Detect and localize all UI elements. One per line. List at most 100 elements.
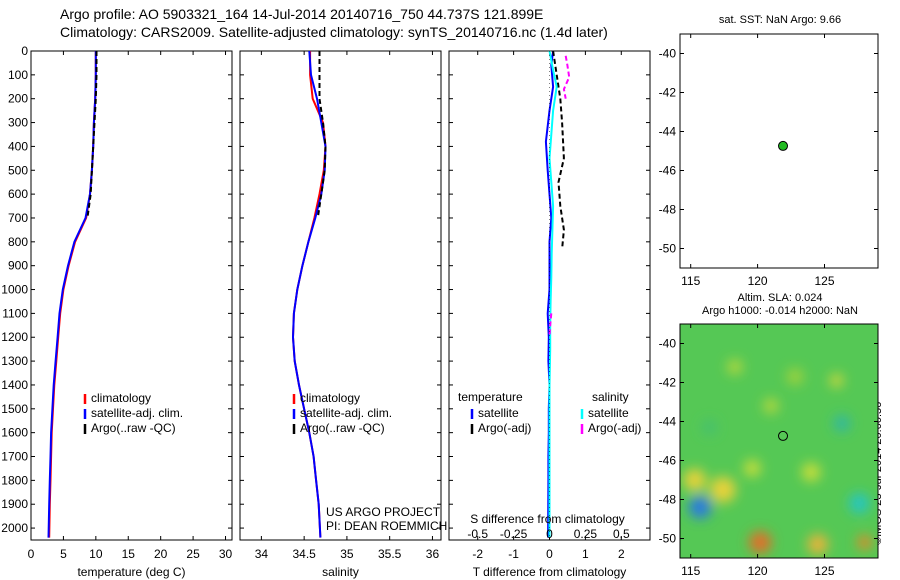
y-tick-label: 1900 xyxy=(1,497,28,511)
x-tick-label-temperature: 10 xyxy=(89,547,103,561)
legend-group-title: salinity xyxy=(592,390,629,404)
top-tick-label: 0.5 xyxy=(613,527,630,541)
map-y-tick-label: -40 xyxy=(659,47,677,61)
y-tick-label: 400 xyxy=(8,139,28,153)
plot-frame-salinity xyxy=(239,50,442,541)
series-line-salinity-argo-adj- xyxy=(562,55,571,99)
heatmap-blob xyxy=(701,419,717,435)
legend-label: Argo(-adj) xyxy=(478,421,531,435)
heatmap-blob xyxy=(829,373,844,388)
y-tick-label: 0 xyxy=(21,44,28,58)
y-tick-label: 1500 xyxy=(1,402,28,416)
top-tick-label: -0.25 xyxy=(500,527,528,541)
series-line-temperature-argo-adj- xyxy=(552,50,565,250)
figure-title-line2: Climatology: CARS2009. Satellite-adjuste… xyxy=(60,24,608,40)
x-axis-label-temperature: temperature (deg C) xyxy=(77,565,185,579)
map-y-tick-label: -46 xyxy=(659,454,677,468)
heatmap-background xyxy=(680,324,878,558)
argo-position-marker xyxy=(778,430,789,441)
sla-map-title-1: Altim. SLA: 0.024 xyxy=(737,292,823,304)
y-tick-label: 100 xyxy=(8,68,28,82)
x-tick-label-salinity: 35.5 xyxy=(378,547,402,561)
map-x-tick-label: 120 xyxy=(748,564,768,578)
x-tick-label-temperature: 0 xyxy=(28,547,35,561)
x-tick-label-temperature: 30 xyxy=(219,547,233,561)
credits-line-2: PI: DEAN ROEMMICH xyxy=(326,519,447,533)
y-tick-label: 500 xyxy=(8,163,28,177)
y-tick-label: 600 xyxy=(8,187,28,201)
heatmap-blob xyxy=(801,462,821,482)
x-tick-label-temperature: 5 xyxy=(60,547,67,561)
map-y-tick-label: -48 xyxy=(659,493,677,507)
y-tick-label: 2000 xyxy=(1,521,28,535)
legend-label: climatology xyxy=(300,391,360,405)
x-tick-label-salinity: 34.5 xyxy=(292,547,316,561)
map-x-tick-label: 120 xyxy=(748,274,768,288)
y-tick-label: 1700 xyxy=(1,450,28,464)
x-axis-label-salinity: salinity xyxy=(322,565,359,579)
heatmap-blob xyxy=(848,493,870,514)
figure-title-line1: Argo profile: AO 5903321_164 14-Jul-2014… xyxy=(60,6,544,22)
map-y-tick-label: -50 xyxy=(659,532,677,546)
x-tick-label-temperature: 25 xyxy=(186,547,200,561)
map-x-tick-label: 115 xyxy=(681,274,700,288)
y-tick-label: 900 xyxy=(8,259,28,273)
heatmap-blob xyxy=(763,398,779,414)
series-line-climatology xyxy=(48,51,97,538)
sst-map-title: sat. SST: NaN Argo: 9.66 xyxy=(718,14,842,26)
legend-label: satellite-adj. clim. xyxy=(300,406,392,420)
top-tick-label: 0 xyxy=(546,527,553,541)
y-tick-label: 1100 xyxy=(2,306,28,320)
heatmap-blob xyxy=(749,531,772,554)
map-frame-sla-map xyxy=(679,323,879,559)
top-tick-label: -0.5 xyxy=(467,527,488,541)
map-y-tick-label: -50 xyxy=(659,242,677,256)
map-y-tick-label: -44 xyxy=(659,415,677,429)
series-line-salinity-satellite xyxy=(548,50,558,538)
map-x-tick-label: 125 xyxy=(814,274,834,288)
legend-label: satellite-adj. clim. xyxy=(91,406,183,420)
y-tick-label: 1000 xyxy=(1,283,28,297)
y-tick-label: 200 xyxy=(8,92,28,106)
x-tick-label-difference: -2 xyxy=(472,547,483,561)
y-tick-label: 300 xyxy=(8,116,28,130)
map-y-tick-label: -44 xyxy=(659,125,677,139)
map-y-tick-label: -48 xyxy=(659,203,677,217)
legend-group-title: temperature xyxy=(458,390,523,404)
x-axis-label-difference: T difference from climatology xyxy=(473,565,627,579)
map-frame-sst-map xyxy=(679,33,879,269)
heatmap-blob xyxy=(683,468,706,492)
map-y-tick-label: -40 xyxy=(659,337,677,351)
heatmap-blob xyxy=(727,359,743,375)
legend-label: Argo(..raw -QC) xyxy=(91,421,176,435)
x-tick-label-difference: 1 xyxy=(582,547,589,561)
heatmap-blob xyxy=(807,534,829,555)
x-tick-label-salinity: 35 xyxy=(340,547,354,561)
series-line-salinity-argo-adj-deep xyxy=(548,313,553,338)
credits-line-1: US ARGO PROJECT xyxy=(326,505,441,519)
heatmap-blob xyxy=(688,496,712,519)
y-tick-label: 1800 xyxy=(1,473,28,487)
plot-frame-temperature xyxy=(30,50,233,541)
legend-label: climatology xyxy=(91,391,151,405)
series-line-satellite-adj-clim- xyxy=(47,51,97,538)
heatmap-layer xyxy=(680,324,878,558)
legend-label: Argo(-adj) xyxy=(588,421,641,435)
map-x-tick-label: 125 xyxy=(814,564,834,578)
map-y-tick-label: -46 xyxy=(659,164,677,178)
map-y-tick-label: -42 xyxy=(659,376,677,390)
x-tick-label-temperature: 15 xyxy=(122,547,136,561)
legend-label: Argo(..raw -QC) xyxy=(300,421,385,435)
heatmap-blob xyxy=(743,459,761,477)
y-tick-label: 1600 xyxy=(1,426,28,440)
y-tick-label: 1400 xyxy=(1,378,28,392)
heatmap-blob xyxy=(833,415,851,432)
sla-map-title-2: Argo h1000: -0.014 h2000: NaN xyxy=(702,305,858,317)
heatmap-blob xyxy=(709,476,736,503)
series-line-argo-raw-qc- xyxy=(86,51,98,219)
map-y-tick-label: -42 xyxy=(659,86,677,100)
legend-label: satellite xyxy=(478,406,519,420)
x-tick-label-temperature: 20 xyxy=(154,547,168,561)
x-tick-label-difference: 0 xyxy=(546,547,553,561)
